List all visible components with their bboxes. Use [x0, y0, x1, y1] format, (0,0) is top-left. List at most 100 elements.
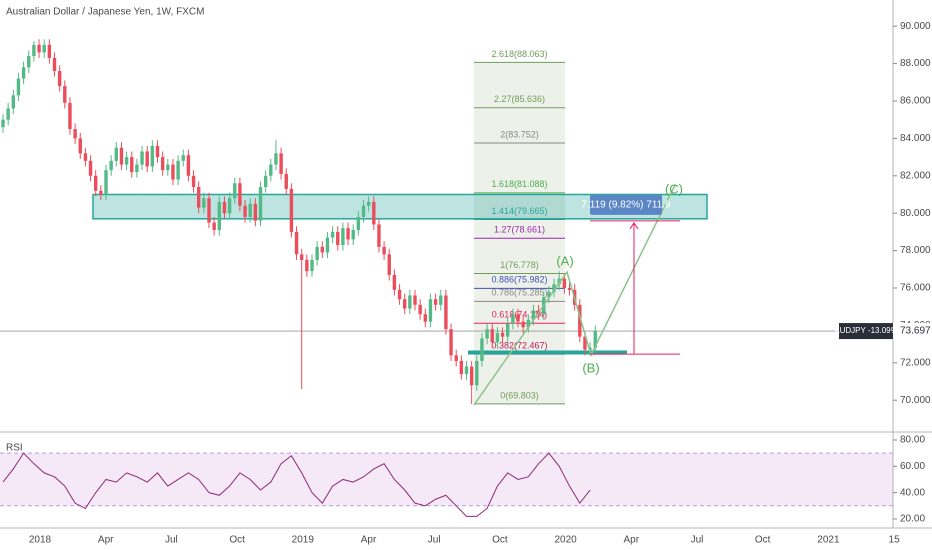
candle-body [547, 291, 551, 298]
candle-body [418, 304, 422, 315]
candle-body [78, 138, 82, 154]
candle-body [356, 216, 361, 231]
candle-body [253, 203, 258, 221]
x-tick-label: 2020 [554, 535, 577, 546]
rsi-tick-label: 40.00 [900, 487, 925, 498]
fib-label: 0.382(72.467) [491, 340, 547, 350]
x-tick-label: 2021 [817, 535, 840, 546]
candle-body [330, 231, 335, 238]
candle-body [403, 299, 407, 309]
candle-body [279, 153, 283, 174]
candle-body [516, 314, 520, 322]
candle-body [439, 295, 443, 305]
x-tick-label: Jul [165, 535, 178, 546]
candle-body [212, 222, 216, 231]
candle-body [176, 160, 180, 180]
x-tick-label: Apr [624, 535, 640, 546]
candle-body [325, 237, 330, 253]
range-label: 7.119 (9.82%) 711.9 [581, 200, 671, 211]
candle-body [263, 175, 268, 188]
x-tick-label: Apr [98, 535, 114, 546]
candle-body [557, 278, 561, 285]
fib-label: 2.618(88.063) [491, 49, 547, 59]
candle-body [521, 321, 525, 328]
candle-body [284, 173, 288, 189]
candle-body [6, 108, 10, 120]
x-tick-label: Jul [691, 535, 704, 546]
candle-body [186, 155, 191, 176]
candle-body [52, 57, 57, 72]
y-tick-label: 80.000 [900, 208, 931, 219]
candle-body [382, 246, 386, 255]
candle-body [511, 314, 515, 324]
fib-label: 1.618(81.088) [491, 179, 547, 189]
fib-area [474, 62, 565, 404]
x-tick-label: 2018 [29, 535, 52, 546]
candle-body [217, 201, 221, 231]
candle-body [500, 332, 505, 337]
candle-body [140, 151, 144, 165]
candle-body [305, 259, 309, 272]
candle-body [377, 224, 381, 247]
candle-body [372, 201, 376, 225]
candle-body [181, 155, 185, 161]
candle-body [47, 44, 52, 58]
fib-label: 1.414(79.665) [491, 206, 547, 216]
candle-body [274, 153, 278, 165]
fib-label: 0(69.803) [500, 390, 539, 400]
candle-body [294, 231, 299, 255]
x-tick-label: Oct [492, 535, 508, 546]
candle-body [366, 201, 371, 206]
candle-body [593, 331, 597, 348]
candle-body [464, 366, 469, 375]
candle-body [351, 230, 355, 240]
candle-body [155, 145, 160, 158]
candle-body [361, 205, 366, 217]
candle-body [94, 175, 98, 191]
candle-body [145, 151, 149, 167]
candle-body [495, 332, 500, 343]
candle-body [42, 44, 46, 53]
candle-body [346, 228, 350, 240]
candle-body [428, 299, 433, 322]
candle-body [233, 183, 237, 199]
candle-body [490, 329, 494, 343]
candle-body [444, 295, 448, 330]
wave-label: (A) [556, 253, 573, 268]
y-tick-label: 88.000 [900, 58, 931, 69]
candle-body [88, 160, 93, 176]
x-tick-label: Oct [755, 535, 771, 546]
candle-body [248, 203, 252, 217]
fib-label: 0.786(75.285) [491, 288, 547, 298]
candle-body [160, 157, 165, 171]
candle-body [119, 147, 124, 165]
candle-body [531, 310, 536, 320]
candle-body [83, 153, 88, 161]
price-badge [893, 323, 932, 340]
rsi-tick-label: 80.00 [900, 435, 925, 446]
candle-body [16, 78, 21, 96]
candle-body [114, 147, 118, 161]
candle-body [57, 71, 62, 87]
candle-body [191, 175, 196, 188]
candle-body [485, 329, 489, 339]
candle-body [124, 157, 129, 165]
candle-body [63, 86, 67, 103]
rsi-tick-label: 60.00 [900, 461, 925, 472]
candle-body [469, 366, 474, 386]
candle-body [567, 288, 572, 290]
candle-body [392, 274, 397, 290]
candle-body [37, 44, 41, 53]
candle-body [207, 198, 211, 223]
candle-body [408, 295, 412, 309]
candle-body [397, 289, 402, 300]
wave-label: (C) [665, 181, 683, 196]
candle-body [150, 145, 155, 167]
candle-body [320, 246, 324, 253]
fib-label: 1(76.778) [500, 260, 539, 270]
candle-body [104, 170, 108, 195]
y-tick-label: 70.000 [900, 395, 931, 406]
candle-body [166, 164, 170, 171]
candle-body [562, 278, 567, 288]
